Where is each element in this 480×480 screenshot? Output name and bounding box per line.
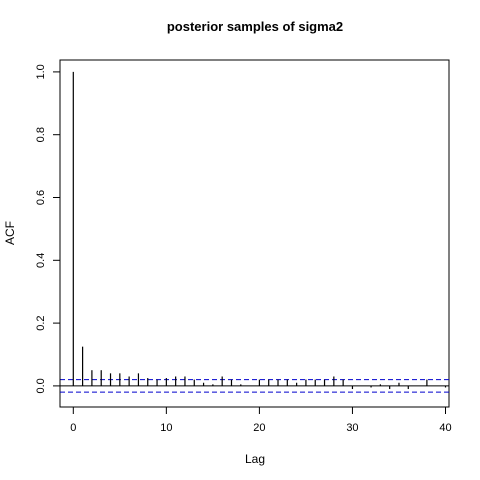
acf-bars [72, 71, 447, 390]
x-tick-label: 30 [346, 422, 358, 434]
y-axis-label: ACF [3, 221, 17, 245]
confidence-bounds [60, 379, 449, 393]
x-axis: 0 10 20 30 40 [70, 406, 452, 434]
y-axis: 0.0 0.2 0.4 0.6 0.8 1.0 [35, 64, 61, 394]
x-tick-label: 0 [70, 422, 76, 434]
y-tick-label: 0.6 [35, 190, 47, 205]
chart-title: posterior samples of sigma2 [167, 19, 343, 34]
x-axis-label: Lag [245, 452, 265, 466]
y-tick-label: 0.4 [35, 253, 47, 268]
y-tick-label: 1.0 [35, 64, 47, 79]
y-tick-label: 0.8 [35, 127, 47, 142]
plot-box [59, 59, 450, 408]
y-tick-label: 0.2 [35, 315, 47, 330]
x-tick-label: 20 [253, 422, 265, 434]
x-tick-label: 40 [439, 422, 451, 434]
x-tick-label: 10 [160, 422, 172, 434]
y-tick-label: 0.0 [35, 378, 47, 393]
